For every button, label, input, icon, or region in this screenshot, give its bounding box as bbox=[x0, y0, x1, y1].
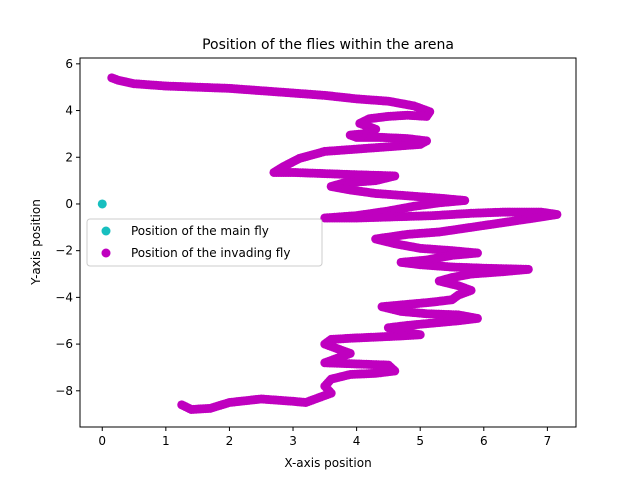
x-axis-label: X-axis position bbox=[284, 456, 371, 470]
y-tick-label: 6 bbox=[65, 57, 73, 71]
plot-area bbox=[97, 73, 562, 414]
x-axis: 0 1 2 3 4 5 6 7 bbox=[98, 427, 551, 448]
chart-title: Position of the flies within the arena bbox=[202, 37, 454, 53]
x-tick-label: 4 bbox=[353, 434, 361, 448]
x-tick-label: 5 bbox=[416, 434, 424, 448]
legend: Position of the main fly Position of the… bbox=[86, 218, 323, 267]
main-fly-point bbox=[97, 199, 107, 209]
invading-fly-point bbox=[177, 400, 187, 410]
legend-label-main-fly: Position of the main fly bbox=[131, 224, 269, 238]
y-tick-label: 2 bbox=[65, 150, 73, 164]
legend-box bbox=[86, 218, 323, 267]
invading-fly-trajectory bbox=[107, 73, 562, 414]
x-tick-label: 1 bbox=[162, 434, 170, 448]
y-tick-label: −8 bbox=[55, 384, 73, 398]
y-tick-label: −2 bbox=[55, 244, 73, 258]
y-tick-label: 4 bbox=[65, 104, 73, 118]
axes-frame bbox=[79, 57, 577, 428]
x-tick-label: 7 bbox=[544, 434, 552, 448]
y-tick-label: 0 bbox=[65, 197, 73, 211]
y-tick-label: −4 bbox=[55, 290, 73, 304]
x-tick-label: 2 bbox=[226, 434, 234, 448]
y-tick-label: −6 bbox=[55, 337, 73, 351]
x-tick-label: 6 bbox=[480, 434, 488, 448]
x-tick-label: 0 bbox=[98, 434, 106, 448]
legend-marker-main-fly bbox=[101, 226, 111, 236]
x-tick-label: 3 bbox=[289, 434, 297, 448]
legend-label-invading-fly: Position of the invading fly bbox=[131, 246, 290, 260]
legend-marker-invading-fly bbox=[101, 248, 111, 258]
y-axis-label: Y-axis position bbox=[29, 199, 43, 286]
axes-border bbox=[79, 57, 577, 428]
y-axis: −8 −6 −4 −2 0 2 4 6 bbox=[55, 57, 80, 398]
